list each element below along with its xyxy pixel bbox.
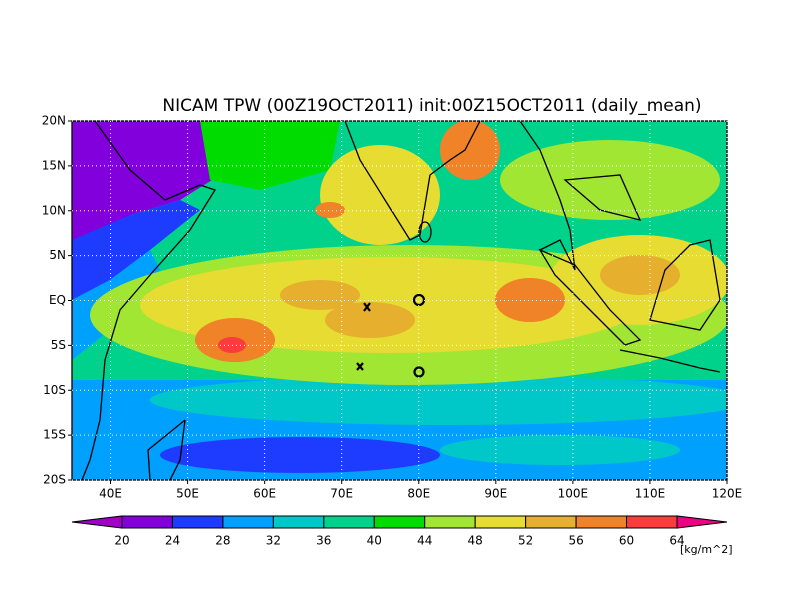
colorbar-label: 20: [114, 534, 129, 548]
tpw-field: [72, 121, 727, 480]
colorbar-segment: [474, 515, 527, 529]
colorbar-label: 44: [417, 534, 432, 548]
y-tick-label: 10N: [42, 203, 66, 217]
colorbar-segment: [626, 515, 678, 529]
x-tick-label: 50E: [176, 487, 199, 501]
colorbar-label: 64: [669, 534, 684, 548]
colorbar-label: 24: [165, 534, 180, 548]
y-tick-label: 20S: [43, 473, 66, 487]
colorbar-unit: [kg/m^2]: [680, 543, 733, 556]
y-tick-label: 15S: [43, 428, 66, 442]
x-tick-label: 70E: [330, 487, 353, 501]
colorbar-end: [676, 515, 728, 529]
colorbar-label: 60: [619, 534, 634, 548]
colorbar-label: 56: [568, 534, 583, 548]
colorbar-label: 36: [316, 534, 331, 548]
colorbar-segment: [575, 515, 628, 529]
y-tick-label: 10S: [43, 383, 66, 397]
colorbar-label: 32: [266, 534, 281, 548]
x-tick-label: 110E: [635, 487, 666, 501]
x-tick-label: 120E: [712, 487, 743, 501]
colorbar-segment: [323, 515, 375, 529]
y-tick-label: EQ: [49, 293, 66, 307]
x-tick-label: 80E: [407, 487, 430, 501]
colorbar-end: [71, 515, 123, 529]
colorbar-segment: [121, 515, 173, 529]
coastlines: [81, 121, 721, 480]
x-tick-label: 90E: [484, 487, 507, 501]
colorbar-segment: [222, 515, 274, 529]
colorbar-segment: [373, 515, 426, 529]
x-tick-label: 40E: [99, 487, 122, 501]
colorbar-label: 28: [215, 534, 230, 548]
y-tick-label: 20N: [42, 114, 66, 128]
x-tick-label: 100E: [558, 487, 589, 501]
colorbar-segment: [272, 515, 325, 529]
y-tick-label: 5S: [51, 338, 66, 352]
y-tick-label: 5N: [49, 248, 66, 262]
y-tick-label: 15N: [42, 158, 66, 172]
colorbar-segment: [424, 515, 476, 529]
colorbar-segment: [525, 515, 577, 529]
title: NICAM TPW (00Z19OCT2011) init:00Z15OCT20…: [162, 96, 701, 116]
colorbar-segment: [171, 515, 224, 529]
colorbar-label: 52: [518, 534, 533, 548]
colorbar-label: 48: [468, 534, 483, 548]
colorbar-label: 40: [367, 534, 382, 548]
x-tick-label: 60E: [253, 487, 276, 501]
